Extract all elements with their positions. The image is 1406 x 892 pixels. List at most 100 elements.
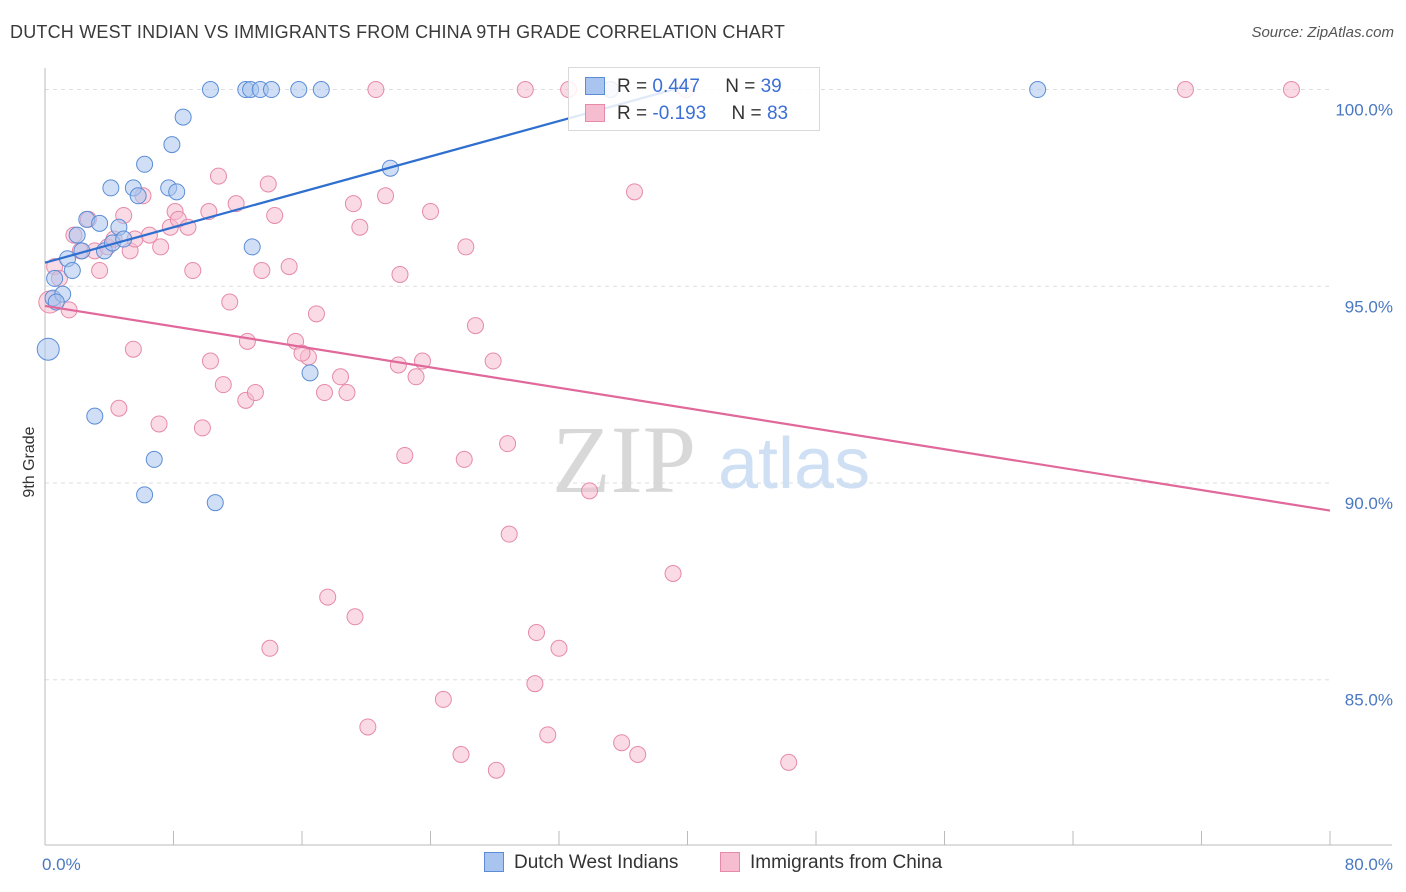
data-point-immigrants-from-china bbox=[389, 356, 407, 374]
data-point-dutch-west-indians bbox=[145, 450, 163, 468]
axes bbox=[44, 68, 1392, 846]
data-point-immigrants-from-china bbox=[266, 206, 284, 224]
legend-n-label: N = bbox=[731, 103, 762, 124]
data-point-immigrants-from-china bbox=[391, 265, 409, 283]
data-point-immigrants-from-china bbox=[184, 262, 202, 280]
data-point-immigrants-from-china bbox=[528, 624, 546, 642]
data-point-immigrants-from-china bbox=[499, 435, 517, 453]
data-point-immigrants-from-china bbox=[359, 718, 377, 736]
data-point-dutch-west-indians bbox=[174, 108, 192, 126]
data-point-immigrants-from-china bbox=[124, 340, 142, 358]
data-point-immigrants-from-china bbox=[613, 734, 631, 752]
data-point-dutch-west-indians bbox=[86, 407, 104, 425]
tick-labels: 85.0% 90.0% 95.0% 100.0% 0.0% 80.0% bbox=[42, 101, 1393, 874]
legend-item-label: Immigrants from China bbox=[750, 852, 943, 873]
data-point-dutch-west-indians bbox=[243, 238, 261, 256]
data-point-immigrants-from-china bbox=[516, 81, 534, 99]
data-point-dutch-west-indians bbox=[1029, 81, 1047, 99]
data-point-immigrants-from-china bbox=[625, 183, 643, 201]
data-point-immigrants-from-china bbox=[367, 81, 385, 99]
data-point-immigrants-from-china bbox=[457, 238, 475, 256]
y-tick-label: 85.0% bbox=[1345, 691, 1393, 710]
data-point-dutch-west-indians bbox=[136, 486, 154, 504]
data-point-dutch-west-indians bbox=[163, 136, 181, 154]
data-point-immigrants-from-china bbox=[344, 195, 362, 213]
data-point-immigrants-from-china bbox=[201, 352, 219, 370]
data-point-dutch-west-indians bbox=[36, 337, 60, 361]
data-point-immigrants-from-china bbox=[91, 262, 109, 280]
legend-item-immigrants-from-china[interactable]: Immigrants from China bbox=[720, 852, 942, 874]
watermark: ZIP atlas bbox=[552, 406, 870, 513]
data-point-dutch-west-indians bbox=[46, 269, 64, 287]
data-point-immigrants-from-china bbox=[315, 384, 333, 402]
data-point-immigrants-from-china bbox=[246, 384, 264, 402]
data-point-immigrants-from-china bbox=[152, 238, 170, 256]
data-point-immigrants-from-china bbox=[396, 446, 414, 464]
data-point-dutch-west-indians bbox=[312, 81, 330, 99]
data-point-immigrants-from-china bbox=[110, 399, 128, 417]
data-point-immigrants-from-china bbox=[253, 262, 271, 280]
data-point-immigrants-from-china bbox=[193, 419, 211, 437]
data-point-immigrants-from-china bbox=[351, 218, 369, 236]
trend-line-immigrants-from-china bbox=[44, 304, 1331, 512]
source-label: Source: ZipAtlas.com bbox=[1251, 24, 1394, 41]
data-point-immigrants-from-china bbox=[307, 305, 325, 323]
data-point-dutch-west-indians bbox=[262, 81, 280, 99]
legend-n-value: 83 bbox=[766, 103, 789, 124]
data-point-dutch-west-indians bbox=[290, 81, 308, 99]
data-point-immigrants-from-china bbox=[780, 753, 798, 771]
data-point-immigrants-from-china bbox=[221, 293, 239, 311]
data-point-immigrants-from-china bbox=[466, 317, 484, 335]
data-point-immigrants-from-china bbox=[487, 761, 505, 779]
data-point-dutch-west-indians bbox=[301, 364, 319, 382]
data-point-immigrants-from-china bbox=[500, 525, 518, 543]
y-tick-label: 90.0% bbox=[1345, 494, 1393, 513]
chart-title: DUTCH WEST INDIAN VS IMMIGRANTS FROM CHI… bbox=[10, 22, 786, 42]
data-point-dutch-west-indians bbox=[168, 183, 186, 201]
data-point-immigrants-from-china bbox=[293, 344, 311, 362]
legend-item-label: Dutch West Indians bbox=[514, 852, 679, 873]
data-point-immigrants-from-china bbox=[280, 258, 298, 276]
y-tick-label: 95.0% bbox=[1345, 297, 1393, 316]
data-point-immigrants-from-china bbox=[422, 203, 439, 221]
data-point-immigrants-from-china bbox=[346, 608, 364, 626]
data-point-immigrants-from-china bbox=[1282, 81, 1300, 99]
data-point-immigrants-from-china bbox=[214, 376, 232, 394]
data-point-immigrants-from-china bbox=[664, 565, 682, 583]
data-point-dutch-west-indians bbox=[129, 187, 147, 205]
data-point-immigrants-from-china bbox=[150, 415, 168, 433]
legend-n-label: N = bbox=[725, 76, 756, 97]
data-point-immigrants-from-china bbox=[338, 384, 356, 402]
legend-swatch-pink bbox=[720, 852, 740, 872]
data-point-immigrants-from-china bbox=[209, 167, 227, 185]
y-tick-label: 100.0% bbox=[1335, 101, 1393, 120]
data-point-immigrants-from-china bbox=[550, 639, 568, 657]
legend-swatch-blue bbox=[484, 852, 504, 872]
legend-row-dutch-west-indians: R = 0.447 N = 39 bbox=[585, 76, 782, 100]
data-point-immigrants-from-china bbox=[526, 675, 544, 693]
legend-item-dutch-west-indians[interactable]: Dutch West Indians bbox=[484, 852, 678, 874]
series-dutch-west-indians bbox=[36, 81, 1047, 512]
series-immigrants-from-china bbox=[38, 81, 1300, 779]
data-point-dutch-west-indians bbox=[201, 81, 219, 99]
x-tick-label: 0.0% bbox=[42, 855, 81, 874]
watermark-atlas: atlas bbox=[718, 424, 870, 504]
data-point-dutch-west-indians bbox=[102, 179, 120, 197]
legend-r-label: R = bbox=[617, 103, 648, 124]
series-legend: Dutch West Indians Immigrants from China bbox=[0, 852, 1406, 878]
data-point-dutch-west-indians bbox=[136, 155, 154, 173]
data-point-dutch-west-indians bbox=[63, 262, 81, 280]
legend-row-immigrants-from-china: R = -0.193 N = 83 bbox=[585, 103, 788, 127]
data-point-immigrants-from-china bbox=[455, 450, 473, 468]
data-point-dutch-west-indians bbox=[206, 494, 224, 512]
data-point-immigrants-from-china bbox=[238, 332, 256, 350]
correlation-legend: R = 0.447 N = 39 R = -0.193 N = 83 bbox=[568, 67, 820, 131]
data-point-immigrants-from-china bbox=[332, 368, 350, 386]
data-point-immigrants-from-china bbox=[581, 482, 599, 500]
gridlines bbox=[45, 89, 1330, 681]
data-point-immigrants-from-china bbox=[407, 368, 425, 386]
data-point-dutch-west-indians bbox=[91, 214, 109, 232]
data-point-dutch-west-indians bbox=[68, 226, 86, 244]
legend-r-value: 0.447 bbox=[652, 76, 700, 97]
